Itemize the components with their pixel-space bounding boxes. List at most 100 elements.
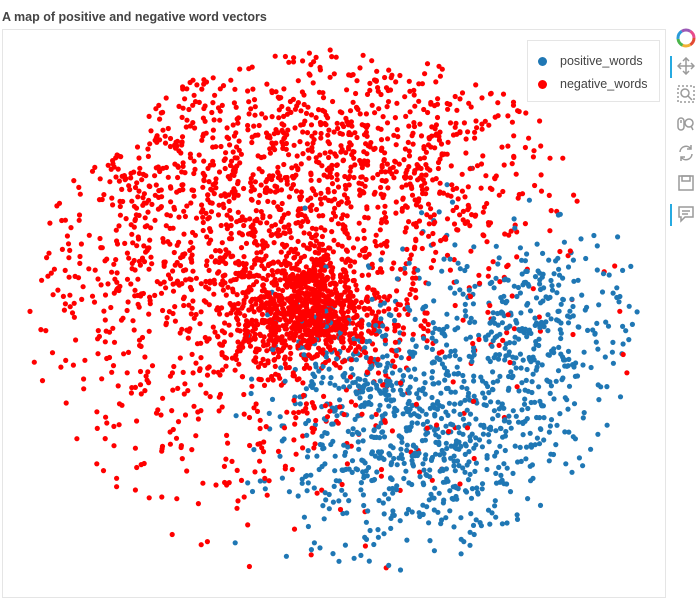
negative-point: [323, 337, 329, 344]
positive-point: [431, 548, 437, 554]
negative-point: [368, 355, 374, 361]
box-zoom-icon[interactable]: [673, 82, 699, 106]
positive-point: [319, 433, 325, 439]
negative-point: [211, 291, 217, 297]
negative-point: [219, 240, 225, 246]
negative-point: [246, 414, 253, 421]
negative-point: [261, 154, 267, 160]
negative-point: [306, 155, 312, 161]
negative-point: [363, 297, 369, 303]
negative-point: [371, 318, 378, 324]
negative-point: [146, 113, 152, 119]
negative-point: [158, 412, 164, 418]
positive-point: [451, 453, 457, 459]
negative-point: [340, 222, 346, 228]
negative-point: [479, 126, 485, 132]
negative-point: [332, 303, 338, 309]
negative-point: [43, 328, 49, 334]
negative-point: [86, 232, 92, 238]
bokeh-logo-icon[interactable]: [673, 26, 699, 50]
negative-point: [433, 122, 439, 128]
negative-point: [254, 408, 261, 414]
negative-point: [430, 241, 436, 247]
scatter-plot[interactable]: [2, 29, 666, 598]
negative-point: [433, 249, 439, 255]
positive-point: [459, 384, 465, 390]
positive-point: [420, 461, 426, 467]
positive-point: [485, 432, 492, 438]
negative-point: [278, 382, 284, 388]
negative-point: [304, 410, 310, 416]
positive-point: [422, 456, 428, 462]
positive-point: [501, 293, 507, 299]
negative-point: [293, 451, 299, 457]
negative-point: [174, 496, 180, 502]
negative-point: [237, 160, 243, 166]
positive-point: [397, 367, 403, 373]
negative-point: [361, 235, 367, 241]
negative-point: [272, 276, 278, 282]
negative-point: [287, 344, 293, 350]
positive-point: [442, 333, 448, 339]
negative-point: [167, 135, 174, 142]
positive-point: [467, 438, 473, 444]
negative-point: [265, 358, 271, 364]
negative-point: [199, 202, 205, 208]
positive-point: [360, 438, 366, 444]
negative-point: [189, 305, 195, 311]
positive-point: [446, 400, 452, 406]
positive-point: [439, 447, 445, 454]
negative-point: [329, 217, 335, 223]
negative-point: [116, 422, 122, 428]
positive-point: [427, 538, 433, 544]
negative-point: [222, 165, 228, 172]
negative-point: [471, 455, 477, 462]
negative-point: [202, 118, 208, 124]
negative-point: [454, 204, 460, 210]
negative-point: [425, 321, 431, 328]
negative-point: [77, 260, 83, 266]
positive-point: [380, 354, 386, 360]
positive-point: [483, 337, 489, 343]
positive-point: [489, 343, 495, 349]
positive-point: [585, 327, 591, 333]
negative-point: [382, 74, 388, 81]
negative-point: [567, 248, 573, 254]
negative-point: [546, 192, 552, 198]
negative-point: [165, 125, 171, 132]
negative-point: [359, 338, 365, 345]
negative-point: [310, 80, 316, 86]
negative-point: [271, 357, 277, 363]
negative-point: [314, 490, 320, 496]
negative-point: [91, 299, 98, 305]
hover-icon[interactable]: [670, 202, 699, 226]
negative-point: [58, 364, 64, 370]
negative-point: [328, 281, 334, 287]
positive-point: [326, 366, 332, 372]
positive-point: [556, 266, 562, 272]
positive-point: [314, 453, 320, 459]
negative-point: [126, 183, 132, 189]
positive-point: [420, 421, 426, 427]
reset-icon[interactable]: [673, 141, 699, 165]
positive-point: [510, 373, 516, 379]
negative-point: [342, 279, 348, 285]
negative-point: [403, 225, 409, 231]
positive-point: [553, 378, 559, 384]
negative-point: [445, 106, 451, 112]
pan-icon[interactable]: [670, 54, 699, 78]
positive-point: [375, 527, 381, 533]
wheel-zoom-icon[interactable]: [673, 112, 699, 136]
positive-point: [449, 199, 456, 205]
negative-point: [337, 365, 343, 371]
positive-point: [593, 339, 599, 345]
positive-point: [388, 515, 394, 521]
negative-point: [128, 175, 134, 181]
positive-point: [388, 312, 394, 318]
positive-point: [490, 416, 496, 422]
positive-point: [283, 553, 289, 559]
negative-point: [393, 199, 399, 205]
save-icon[interactable]: [673, 171, 699, 195]
positive-point: [524, 302, 530, 308]
negative-point: [316, 160, 322, 166]
